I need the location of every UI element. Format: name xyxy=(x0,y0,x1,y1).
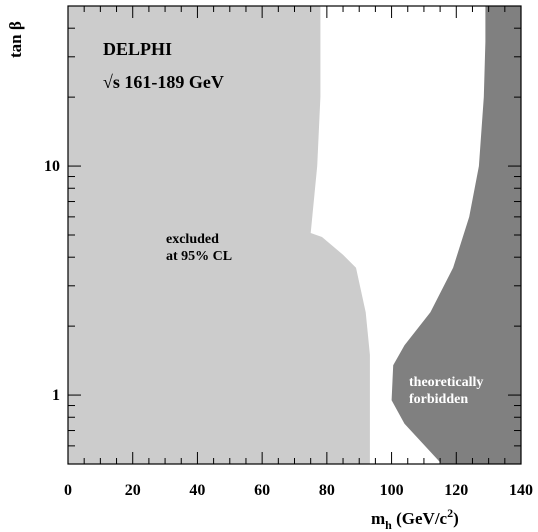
tick-marks xyxy=(67,5,522,465)
y-tick-label: 1 xyxy=(52,387,60,404)
forbidden-label-line1: theoretically xyxy=(409,375,483,390)
x-axis-title-sub: h xyxy=(385,518,392,532)
x-axis-title-sup: 2 xyxy=(447,506,453,520)
x-tick-label: 20 xyxy=(125,482,141,499)
x-tick-label: 100 xyxy=(380,482,404,499)
x-tick-label: 40 xyxy=(189,482,205,499)
experiment-label: DELPHI xyxy=(103,39,172,59)
x-axis-title: mh (GeV/c2) xyxy=(371,506,459,532)
tick-labels: 0 20 40 60 80 100 120 140 1 10 xyxy=(44,158,533,499)
x-tick-label: 0 xyxy=(64,482,72,499)
y-axis-title: tan β xyxy=(6,21,25,58)
excluded-label-line1: excluded xyxy=(166,232,219,247)
forbidden-label-line2: forbidden xyxy=(409,392,468,407)
x-axis-title-close: ) xyxy=(453,509,459,528)
x-axis-title-main: m xyxy=(371,509,385,528)
forbidden-region xyxy=(391,6,521,464)
y-tick-label: 10 xyxy=(44,158,60,175)
x-tick-label: 60 xyxy=(254,482,270,499)
excluded-label-line2: at 95% CL xyxy=(166,249,232,264)
excluded-region xyxy=(68,6,370,464)
regions xyxy=(68,6,521,464)
x-tick-label: 140 xyxy=(509,482,533,499)
x-tick-label: 80 xyxy=(319,482,335,499)
energy-label: √s 161-189 GeV xyxy=(103,72,224,92)
x-tick-label: 120 xyxy=(444,482,468,499)
x-axis-title-rest: (GeV/c xyxy=(392,509,448,528)
